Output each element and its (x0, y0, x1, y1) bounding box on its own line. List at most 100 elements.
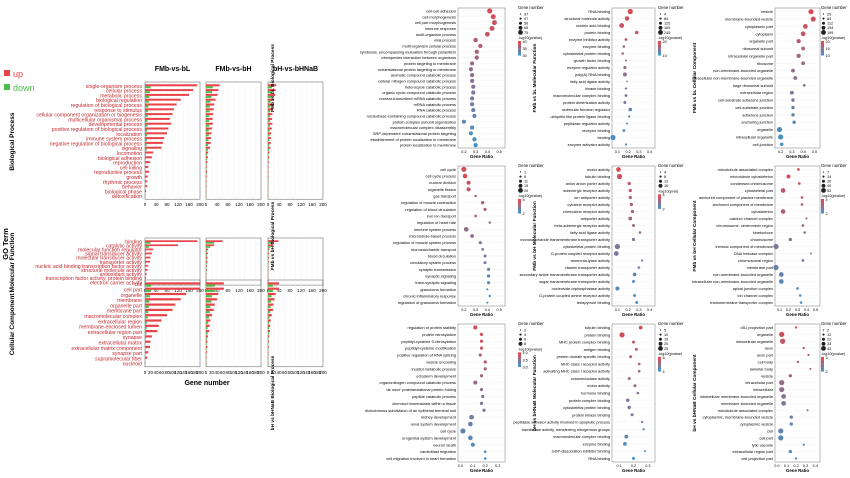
go-term-label: binding (125, 239, 142, 245)
data-point (791, 105, 795, 110)
bar-down (145, 266, 146, 269)
x-tick-label: 0.1 (615, 308, 620, 312)
bar-up (206, 141, 211, 144)
data-point (483, 457, 487, 460)
x-axis-title: Gene Ratio (786, 154, 809, 159)
bar-down (206, 172, 207, 175)
bar-down (268, 262, 269, 265)
color-legend-title: -log10(pvalue) (658, 352, 683, 356)
term-label: protein binding (584, 30, 610, 35)
term-label: transferase activity, transferring nitro… (522, 427, 610, 432)
data-point (481, 394, 485, 399)
color-bar-segment (658, 362, 661, 365)
go-term-label: cell killing (120, 165, 142, 171)
color-bar-segment (518, 200, 521, 203)
go-term-label: extracellular region (98, 319, 142, 325)
term-label: membrane part (747, 265, 774, 270)
color-bar-segment (821, 46, 824, 49)
size-legend-label: 25 (664, 347, 668, 351)
bar-up (206, 256, 208, 259)
size-legend-dot (659, 333, 662, 336)
x-tick-label: 100 (292, 370, 300, 375)
bar-up (206, 103, 215, 106)
term-label: GDP-dissociation inhibitor binding (552, 449, 610, 454)
go-term-label: signaling (122, 146, 143, 152)
data-point (621, 52, 625, 55)
bar-up (145, 319, 162, 322)
go-term-label: rhythmic process (103, 180, 143, 186)
bar-down (206, 148, 208, 151)
legend-swatch-up (4, 70, 10, 76)
color-bar-segment (821, 199, 824, 201)
x-tick-label: 160 (246, 370, 254, 375)
term-label: ammonia-lyase activity (571, 258, 610, 263)
plot-frame (611, 7, 656, 149)
data-point (471, 108, 476, 113)
color-bar-segment (518, 363, 521, 366)
term-label: dichotomous subdivision of an epithelial… (365, 408, 457, 413)
go-term-label: growth (126, 175, 142, 181)
term-label: protein localization to membrane (400, 143, 456, 148)
x-tick-label: 120 (174, 202, 182, 207)
bar-down (206, 270, 207, 273)
x-tick-label: 160 (246, 288, 254, 293)
term-label: cardioblast migration (420, 449, 456, 454)
size-legend-dot (659, 179, 662, 183)
term-label: peptidase regulator activity (564, 121, 610, 126)
bar-up (145, 287, 200, 290)
x-tick-label: 0.4 (485, 308, 490, 312)
size-legend-label: 1 (524, 170, 526, 174)
data-point (470, 78, 475, 83)
x-tick-label: 0.3 (473, 308, 478, 312)
data-point (470, 73, 475, 78)
color-legend-tick: 4 (523, 198, 525, 202)
size-legend-label: 11 (524, 180, 528, 184)
bar-up (145, 345, 150, 349)
size-legend-dot (822, 13, 825, 15)
color-legend-tick: 3.5 (523, 358, 528, 362)
x-tick-label: 0.3 (789, 150, 794, 154)
term-label: enzyme binding (583, 44, 610, 49)
bar-up (145, 146, 162, 149)
size-legend-dot (659, 329, 662, 331)
data-point (483, 207, 487, 211)
go-term-label: organelle (121, 293, 142, 299)
data-point (623, 65, 627, 70)
term-label: cytoskeleton (751, 209, 773, 214)
term-label: tubulin binding (585, 325, 610, 330)
x-tick-label: 0.1 (777, 308, 782, 312)
size-legend-label: 53 (827, 189, 831, 193)
bar-up (206, 132, 212, 135)
x-tick-label: 0 (267, 370, 270, 375)
data-point (789, 90, 794, 95)
data-point (483, 367, 487, 371)
color-bar-segment (658, 51, 661, 54)
bar-down (206, 100, 211, 103)
size-legend-dot (518, 25, 523, 30)
term-label: MHC protein complex binding (559, 340, 610, 345)
bar-up (145, 335, 152, 338)
bar-up (268, 98, 275, 101)
color-bar-segment (518, 359, 521, 362)
color-bar-segment (518, 202, 521, 205)
size-legend-title: Gene number (658, 321, 684, 326)
data-point (637, 369, 641, 373)
go-term-label: membrane part (107, 309, 143, 315)
column-header: FMb-vs-bL (155, 66, 191, 73)
bar-up (268, 252, 270, 255)
size-legend-label: 12 (827, 333, 831, 337)
data-point (627, 181, 631, 186)
bar-down (206, 167, 207, 170)
color-legend-tick: 30 (523, 54, 527, 58)
bar-down (206, 246, 211, 248)
color-bar-segment (658, 203, 661, 206)
bar-down (268, 242, 273, 244)
color-legend-title: -log10(pvalue) (821, 352, 846, 356)
bar-up (145, 93, 189, 96)
x-tick-label: 0.0 (774, 464, 779, 468)
bar-down (206, 119, 210, 122)
bar-up (145, 117, 170, 120)
bar-down (145, 124, 148, 127)
color-bar-segment (518, 41, 521, 43)
bar-up (206, 298, 217, 301)
